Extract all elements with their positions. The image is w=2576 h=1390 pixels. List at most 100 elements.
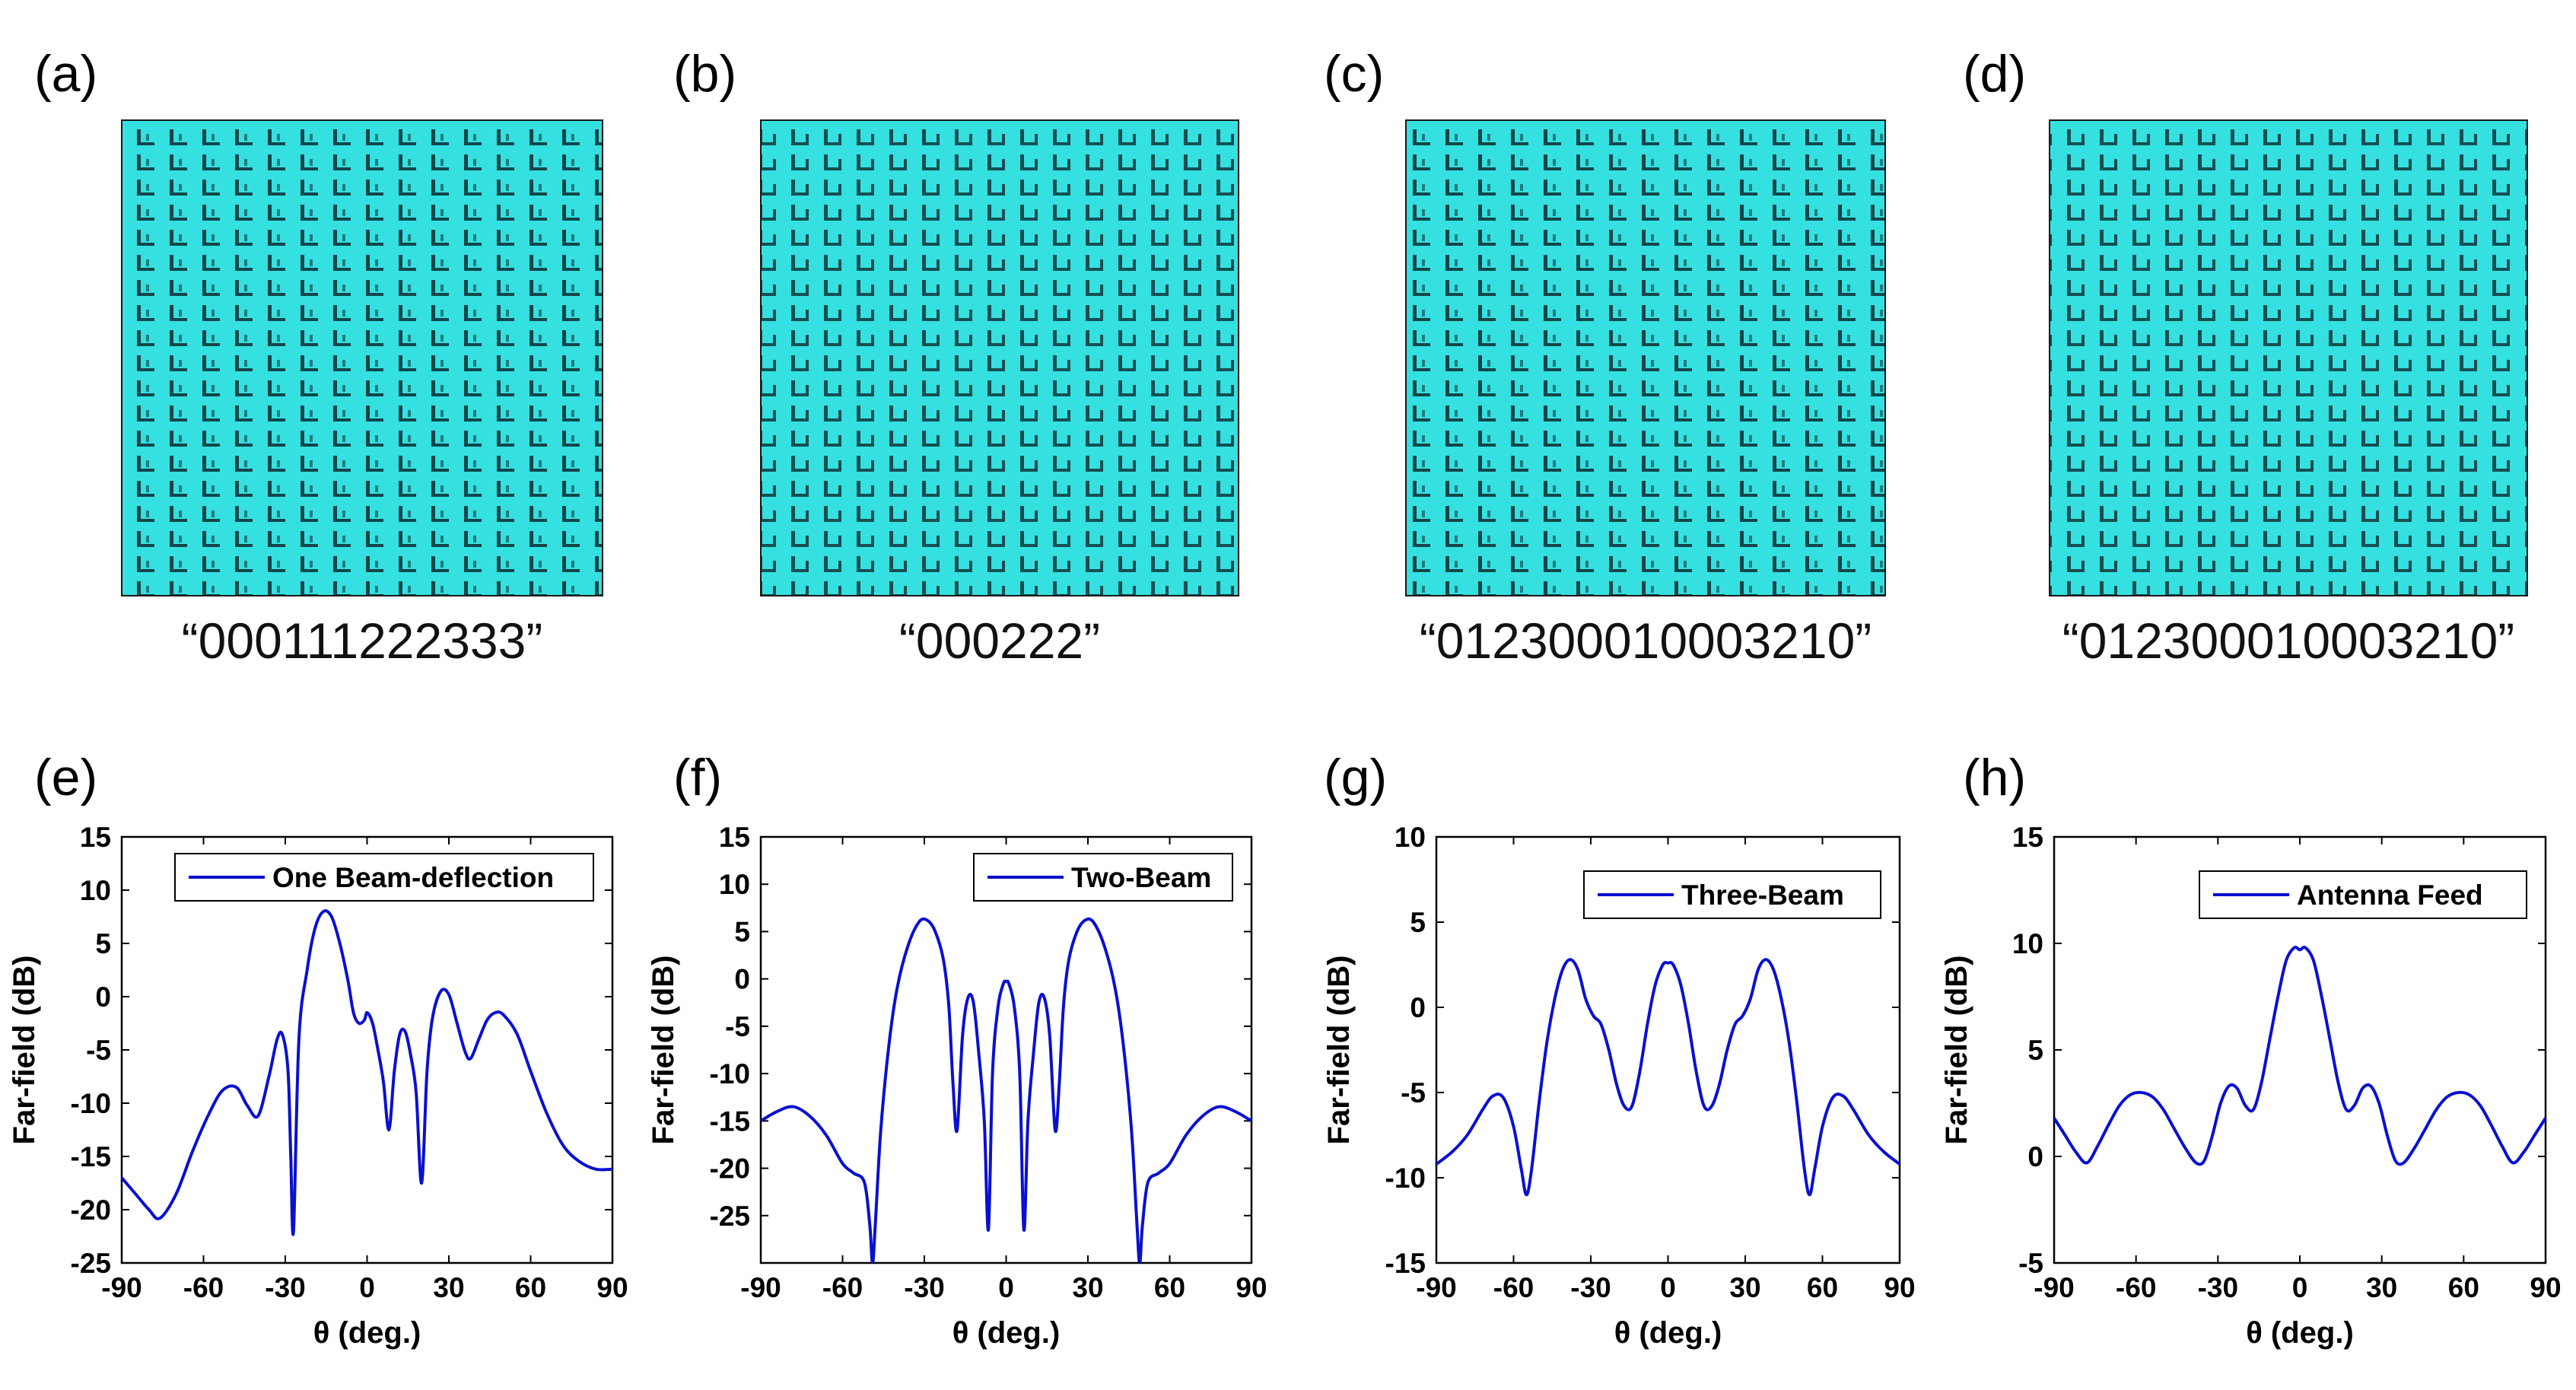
y-tick-label: -15 <box>71 1141 111 1172</box>
series-line-g <box>1436 958 1900 1197</box>
y-tick-label: -5 <box>86 1035 111 1066</box>
x-tick-label: -30 <box>1570 1272 1611 1303</box>
metasurface-panel-d: (d) “012300010003210” <box>1963 45 2528 669</box>
y-tick-label: 10 <box>719 869 750 900</box>
x-tick-label: 30 <box>2366 1272 2397 1303</box>
x-tick-label: 0 <box>2292 1272 2308 1303</box>
panel-label-g: (g) <box>1324 749 1387 806</box>
chart-h: (h) -90 -60 -30 0 30 60 90 -5 0 5 10 15 θ (deg.) Far-f… <box>1940 749 2562 1350</box>
chart-f: (f) -90 -60 -30 0 30 60 90 -25 -20 -15 -10 -5 0 5 10 15 θ… <box>647 749 1267 1350</box>
metasurface-panel-c: (c) “012300010003210” <box>1324 45 1886 669</box>
coding-sequence-b: “000222” <box>899 612 1100 669</box>
y-tick-label: -10 <box>71 1088 111 1119</box>
x-tick-label: -30 <box>904 1272 944 1303</box>
y-tick-label: -20 <box>710 1153 750 1185</box>
y-tick-label: 5 <box>1410 907 1426 938</box>
y-tick-label: 0 <box>1410 992 1426 1023</box>
y-tick-label: 10 <box>80 875 111 906</box>
x-tick-label: 30 <box>433 1272 464 1303</box>
x-tick-label: -60 <box>822 1272 863 1303</box>
y-tick-label: -15 <box>1385 1248 1426 1279</box>
x-tick-label: 0 <box>359 1272 375 1303</box>
legend-e: One Beam-deflection <box>174 853 594 902</box>
y-tick-label: 0 <box>2027 1141 2043 1172</box>
x-axis-label: θ (deg.) <box>1614 1316 1722 1350</box>
x-tick-label: 60 <box>515 1272 546 1303</box>
panel-label-h: (h) <box>1963 749 2026 806</box>
legend-f: Two-Beam <box>973 853 1233 902</box>
metasurface-panel-b: (b) “000222” <box>673 45 1239 669</box>
y-tick-label: -20 <box>71 1194 111 1226</box>
x-tick-label: -90 <box>101 1272 142 1303</box>
legend-h: Antenna Feed <box>2199 870 2527 919</box>
x-axis-label: θ (deg.) <box>313 1316 421 1350</box>
x-tick-label: 30 <box>1729 1272 1760 1303</box>
x-tick-label: -60 <box>183 1272 224 1303</box>
coding-sequence-d: “012300010003210” <box>2062 612 2515 669</box>
chart-g: (g) -90 -60 -30 0 30 60 90 -15 -10 -5 0 5 10 θ (deg.) F… <box>1322 749 1916 1350</box>
metasurface-grid-b <box>760 119 1239 596</box>
series-line-h <box>2054 946 2546 1166</box>
panel-label-e: (e) <box>34 749 97 806</box>
y-axis-label: Far-field (dB) <box>8 956 41 1145</box>
y-tick-label: -10 <box>710 1058 750 1089</box>
x-tick-label: -90 <box>1416 1272 1456 1303</box>
y-tick-label: 5 <box>95 928 111 959</box>
legend-label: Three-Beam <box>1681 879 1844 911</box>
panel-label-f: (f) <box>673 749 722 806</box>
legend-label: Two-Beam <box>1071 862 1211 893</box>
y-axis-label: Far-field (dB) <box>1940 956 1973 1145</box>
legend-label: One Beam-deflection <box>272 862 554 893</box>
x-tick-label: 30 <box>1072 1272 1103 1303</box>
y-tick-label: -5 <box>1401 1077 1426 1109</box>
x-tick-label: 60 <box>2448 1272 2479 1303</box>
x-tick-label: -60 <box>2116 1272 2156 1303</box>
y-tick-label: 15 <box>80 822 111 853</box>
x-tick-label: 60 <box>1807 1272 1838 1303</box>
y-tick-label: -10 <box>1385 1163 1426 1194</box>
panel-label-c: (c) <box>1324 45 1384 103</box>
y-tick-label: 15 <box>719 822 750 853</box>
x-tick-label: -90 <box>740 1272 781 1303</box>
y-tick-label: -25 <box>710 1201 750 1232</box>
x-tick-label: -30 <box>2198 1272 2238 1303</box>
x-axis-label: θ (deg.) <box>2246 1316 2354 1350</box>
x-tick-label: -30 <box>265 1272 305 1303</box>
coding-sequence-a: “000111222333” <box>182 612 543 669</box>
chart-e: (e) -90 -60 -30 0 30 60 90 -25 -20 -15 -10 -5 0 5 10 15 θ… <box>8 749 628 1350</box>
y-tick-label: 10 <box>1395 822 1426 853</box>
series-line-e <box>122 909 612 1236</box>
y-axis-label: Far-field (dB) <box>647 956 680 1145</box>
metasurface-grid-a <box>121 119 603 596</box>
x-tick-label: -60 <box>1493 1272 1534 1303</box>
y-tick-label: 5 <box>2027 1035 2043 1066</box>
x-axis-label: θ (deg.) <box>952 1316 1061 1350</box>
panel-label-d: (d) <box>1963 45 2026 103</box>
y-tick-label: -5 <box>725 1011 750 1042</box>
legend-g: Three-Beam <box>1583 870 1881 919</box>
y-tick-label: 10 <box>2012 928 2043 959</box>
y-tick-label: 5 <box>734 916 750 947</box>
legend-label: Antenna Feed <box>2297 879 2483 911</box>
x-tick-label: 90 <box>2530 1272 2561 1303</box>
y-tick-label: 0 <box>95 981 111 1013</box>
metasurface-grid-d <box>2049 119 2528 596</box>
y-tick-label: -15 <box>710 1105 750 1137</box>
y-tick-label: -25 <box>71 1248 111 1279</box>
y-tick-label: -5 <box>2018 1248 2043 1279</box>
series-line-f <box>761 917 1251 1263</box>
y-axis-label: Far-field (dB) <box>1322 956 1356 1145</box>
far-field-plots: (e) -90 -60 -30 0 30 60 90 -25 -20 -15 -10 -5 0 5 10 15 θ… <box>8 749 2562 1350</box>
x-tick-label: 90 <box>596 1272 628 1303</box>
x-tick-label: 90 <box>1236 1272 1267 1303</box>
panel-label-a: (a) <box>34 45 97 103</box>
coding-sequence-c: “012300010003210” <box>1420 612 1872 669</box>
x-tick-label: -90 <box>2034 1272 2074 1303</box>
x-tick-label: 90 <box>1884 1272 1915 1303</box>
x-tick-label: 60 <box>1154 1272 1185 1303</box>
y-tick-label: 0 <box>734 964 750 995</box>
x-tick-label: 0 <box>998 1272 1014 1303</box>
metasurface-panel-a: (a) “000111222333” <box>34 45 603 669</box>
metasurface-grid-c <box>1405 119 1886 596</box>
panel-label-b: (b) <box>673 45 736 103</box>
